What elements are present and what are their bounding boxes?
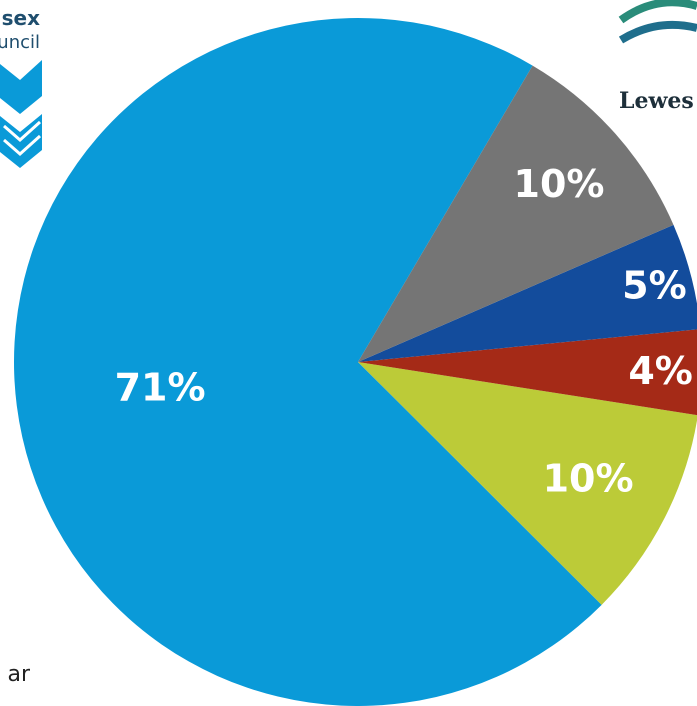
pie-slice-1 [14,18,602,706]
pie-slice-label-2: 10% [543,457,634,501]
pie-slice-3 [358,329,697,416]
footnote-text: ar [7,662,30,687]
pie-slice-label-4: 5% [622,263,687,307]
pie-slice-4 [358,224,697,362]
pie-slice-label-3: 4% [628,349,693,393]
council-logo-text-line1: sex [1,6,40,30]
pie-slice-label-1: 71% [115,365,206,409]
pie-slice-label-5: 10% [514,162,605,206]
lewes-logo-icon [618,0,697,44]
pie-slice-5 [358,65,674,362]
pie-slice-2 [358,362,697,605]
lewes-logo-text: Lewes [619,88,694,114]
council-logo-text-line2: uncil [0,32,40,53]
council-logo-icon [0,60,42,168]
